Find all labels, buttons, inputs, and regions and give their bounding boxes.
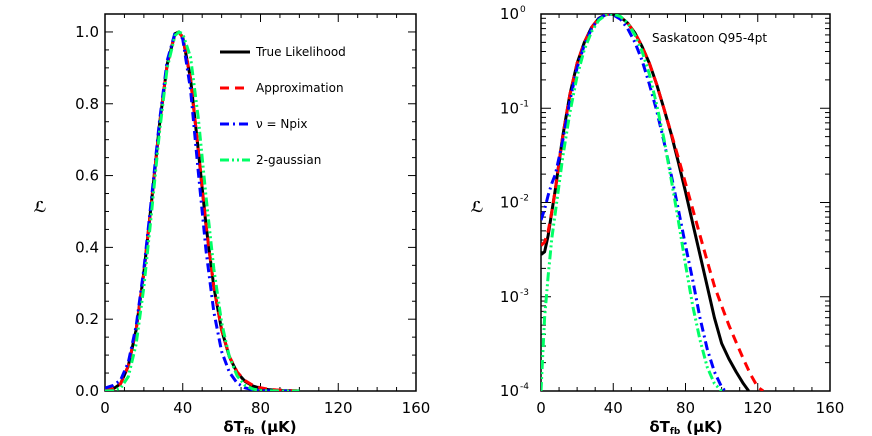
x-axis-label: δTfb (μK) xyxy=(223,418,296,436)
plot-frame xyxy=(540,13,831,392)
y-tick-label: 1.0 xyxy=(75,23,99,41)
x-tick-label: 0 xyxy=(536,399,546,417)
x-tick-label: 160 xyxy=(402,399,431,417)
x-axis-label-main: δT xyxy=(649,418,670,436)
legend-label-true-likelihood: True Likelihood xyxy=(255,45,346,59)
y-tick-exponent: 0 xyxy=(520,5,526,15)
x-tick-label: 120 xyxy=(324,399,353,417)
x-tick-label: 120 xyxy=(743,399,772,417)
legend-label-approximation: Approximation xyxy=(256,81,344,95)
y-tick-label: 10 xyxy=(500,5,519,23)
y-tick-exponent: -4 xyxy=(520,382,529,392)
legend-label-2-gaussian: 2-gaussian xyxy=(256,153,321,167)
x-axis-label-sub: fb xyxy=(244,427,255,436)
series-line-npix xyxy=(541,14,727,391)
x-tick-label: 40 xyxy=(604,399,623,417)
y-tick-label: 0.6 xyxy=(75,167,99,185)
y-tick-exponent: -1 xyxy=(520,99,529,109)
x-tick-label: 160 xyxy=(816,399,845,417)
x-axis-label-main: δT xyxy=(223,418,244,436)
y-tick-label: 0.2 xyxy=(75,310,99,328)
y-tick-label: 0.4 xyxy=(75,238,99,256)
x-axis-label: δTfb (μK) xyxy=(649,418,722,436)
x-axis-label-sub: fb xyxy=(670,427,681,436)
y-tick-label: 0.0 xyxy=(75,382,99,400)
legend-label-npix: ν = Npix xyxy=(256,117,307,131)
series-line-2-gaussian xyxy=(541,14,723,391)
series-line-2-gaussian xyxy=(105,30,300,391)
axis-ticks: 0 40 80 120 160 0.0 0.2 0.4 0.6 0.8 1.0 xyxy=(75,14,430,417)
y-tick-label: 10 xyxy=(500,382,519,400)
x-tick-label: 80 xyxy=(676,399,695,417)
chart-annotation: Saskatoon Q95-4pt xyxy=(652,31,767,45)
x-tick-label: 0 xyxy=(100,399,110,417)
y-tick-exponent: -2 xyxy=(520,194,529,204)
series-group xyxy=(541,14,765,391)
x-tick-label: 40 xyxy=(173,399,192,417)
y-axis-label: ℒ xyxy=(471,198,484,216)
series-group xyxy=(105,30,300,391)
linear-likelihood-chart: 0 40 80 120 160 0.0 0.2 0.4 0.6 0.8 1.0 True Likel… xyxy=(34,13,430,436)
x-axis-label-unit: (μK) xyxy=(260,418,296,436)
legend: True Likelihood Approximation ν = Npix 2-ga… xyxy=(220,45,346,167)
y-tick-label: 10 xyxy=(500,288,519,306)
x-tick-label: 80 xyxy=(251,399,270,417)
y-tick-exponent: -3 xyxy=(520,288,529,298)
y-tick-label: 0.8 xyxy=(75,95,99,113)
x-axis-label-unit: (μK) xyxy=(686,418,722,436)
y-tick-label: 10 xyxy=(500,99,519,117)
y-axis-label: ℒ xyxy=(34,198,47,216)
y-tick-label: 10 xyxy=(500,194,519,212)
